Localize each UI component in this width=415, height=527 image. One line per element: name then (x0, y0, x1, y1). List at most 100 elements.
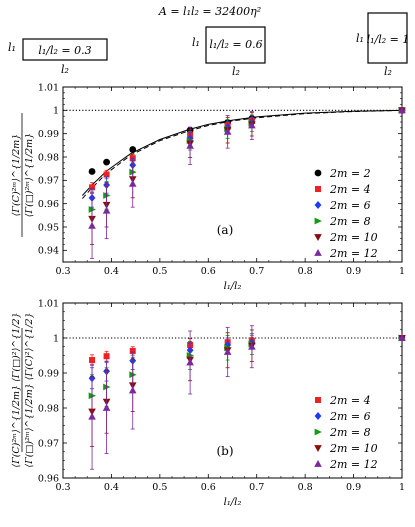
legend-marker (314, 412, 322, 420)
x-tick-label: 0.5 (152, 266, 167, 277)
data-point (102, 206, 111, 214)
legend-marker (315, 186, 321, 192)
data-point (128, 386, 137, 394)
data-point (398, 106, 406, 114)
data-point (248, 342, 256, 350)
box2-bottom-label: l₂ (232, 65, 240, 78)
box2-label: l₁/l₂ = 0.6 (209, 38, 262, 51)
y-tick-label: 1 (53, 106, 59, 117)
legend-label: 2m = 10 (329, 231, 378, 244)
series-1 (89, 335, 405, 366)
y-tick-label: 1.01 (38, 298, 59, 309)
x-tick-label: 0.4 (104, 482, 119, 493)
legend-label: 2m = 10 (329, 442, 378, 455)
legend-marker (314, 460, 322, 467)
legend-marker (314, 169, 322, 177)
y-tick-label: 0.97 (38, 438, 59, 449)
series-5 (88, 325, 406, 470)
box1-side-label: l₁ (8, 41, 16, 54)
x-tick-label: 0.9 (346, 482, 361, 493)
legend-marker (314, 234, 322, 241)
x-tick-label: 0.8 (298, 482, 313, 493)
y-tick-label: 0.95 (38, 222, 59, 233)
legend-marker (315, 397, 321, 403)
legend-label: 2m = 6 (329, 410, 371, 423)
x-tick-label: 0.4 (104, 266, 119, 277)
x-tick-label: 0.3 (55, 266, 70, 277)
panel-label: (a) (217, 223, 234, 237)
x-tick-label: 0.3 (55, 482, 70, 493)
box1-bottom-label: l₂ (61, 63, 69, 76)
series-6 (88, 106, 406, 259)
x-tick-label: 0.7 (249, 482, 264, 493)
legend-marker (314, 428, 322, 436)
x-tick-label: 1 (399, 482, 405, 493)
legend-label: 2m = 4 (329, 394, 371, 407)
data-point (223, 127, 232, 135)
data-point (88, 168, 96, 175)
data-point (103, 353, 110, 360)
data-point (223, 348, 232, 355)
data-point (186, 141, 194, 149)
y-tick-label: 0.97 (38, 176, 59, 187)
x-tick-label: 0.5 (152, 482, 167, 493)
legend-label: 2m = 12 (329, 247, 378, 260)
series-2 (88, 334, 406, 390)
data-point (88, 412, 96, 420)
data-point (102, 404, 111, 411)
y-tick-label: 0.96 (38, 199, 59, 210)
y-axis-label-numerator: ⟨Γ(C)²ᵐ⟩^{1/2m} (11, 134, 22, 217)
box3-label: l₁/l₂ = 1 (367, 33, 410, 46)
data-point (89, 184, 96, 191)
legend-label: 2m = 6 (329, 199, 371, 212)
y-axis-label-denominator: ⟨Γ(□)²ᵐ⟩^{1/2m} ⟨Γ(C)²⟩^{1/2} (24, 312, 35, 467)
data-point (398, 334, 406, 341)
x-tick-label: 0.7 (249, 266, 264, 277)
y-tick-label: 0.94 (38, 246, 59, 257)
legend-marker (314, 201, 322, 209)
box3-bottom-label: l₂ (384, 65, 392, 78)
fit-curve-dashed (81, 109, 403, 199)
x-tick-label: 0.6 (201, 266, 216, 277)
y-tick-label: 0.96 (38, 473, 59, 484)
data-point (88, 221, 96, 229)
x-tick-label: 0.8 (298, 266, 313, 277)
data-point (103, 171, 110, 178)
data-point (186, 358, 194, 366)
y-tick-label: 0.99 (38, 368, 59, 379)
series-1 (88, 106, 406, 175)
legend-label: 2m = 8 (329, 215, 371, 228)
legend-label: 2m = 4 (329, 183, 371, 196)
data-point (248, 121, 256, 129)
panel-label: (b) (216, 444, 233, 458)
box1-label: l₁/l₂ = 0.3 (38, 44, 91, 57)
panel-b: 0.3 0.4 0.5 0.6 0.7 0.8 0.9 1 0.96 0.97 0.98 0.99 1 1… (11, 298, 406, 508)
figure-title: A = l₁l₂ = 32400η² (158, 5, 261, 18)
y-tick-label: 0.99 (38, 129, 59, 140)
y-tick-label: 1 (53, 333, 59, 344)
legend-label: 2m = 8 (329, 426, 371, 439)
legend-marker (314, 217, 322, 225)
box1-rectangle (22, 38, 108, 61)
box2-side-label: l₁ (192, 36, 200, 49)
y-axis-label-numerator: ⟨Γ(C)²ᵐ⟩^{1/2m} ⟨Γ(□)²⟩^{1/2} (11, 312, 22, 467)
y-tick-label: 0.98 (38, 403, 59, 414)
data-point (129, 347, 136, 354)
y-tick-label: 1.01 (38, 82, 59, 93)
legend-marker (314, 445, 322, 452)
data-point (103, 158, 110, 166)
x-tick-label: 0.6 (201, 482, 216, 493)
legend-marker (314, 249, 322, 256)
box3-rectangle (367, 12, 408, 64)
x-axis-label: l₁/l₂ (224, 497, 242, 508)
y-axis-label: ⟨Γ(C)²ᵐ⟩^{1/2m} ⟨Γ(□)²ᵐ⟩^{1/2m} (11, 113, 35, 237)
x-axis-label: l₁/l₂ (224, 281, 242, 292)
data-point (129, 146, 137, 153)
box2-rectangle (205, 26, 266, 64)
legend-label: 2m = 12 (329, 458, 378, 471)
data-point (128, 179, 137, 187)
legend-label: 2m = 2 (329, 167, 371, 180)
y-tick-label: 0.98 (38, 152, 59, 163)
x-tick-label: 0.9 (346, 266, 361, 277)
